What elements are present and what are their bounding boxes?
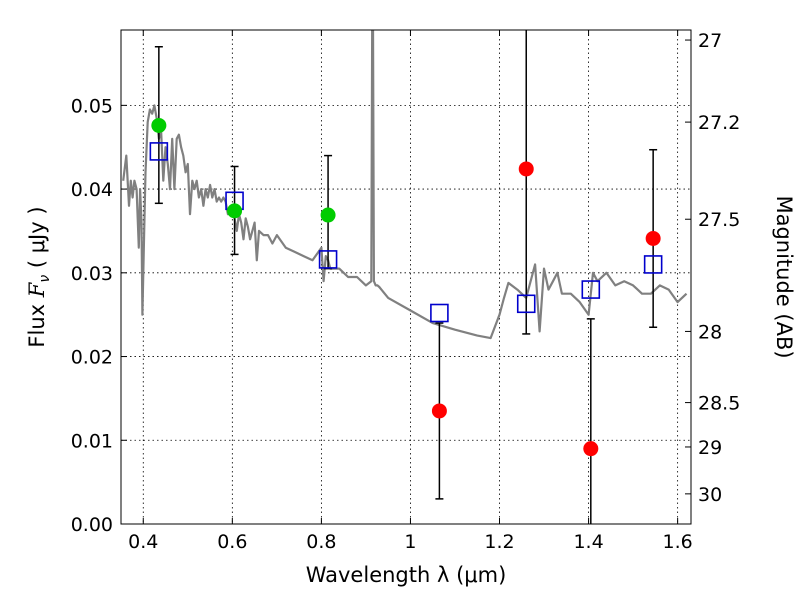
model-square-marker — [581, 280, 601, 299]
y-axis-label: Flux Fν ( μJy ) — [25, 206, 53, 347]
model-square-marker — [318, 250, 338, 269]
y2-tick-label: 27 — [698, 30, 722, 52]
y2-tick-label: 27.2 — [698, 112, 740, 134]
x-tick-label: 1.2 — [484, 531, 514, 553]
grid — [121, 30, 691, 525]
model-square-marker — [643, 255, 663, 274]
errorbar-layer — [149, 30, 663, 524]
y-tick-label: 0.01 — [71, 430, 113, 452]
model-square-marker — [430, 303, 449, 323]
y-tick-label: 0.04 — [71, 179, 113, 201]
plot-frame — [120, 29, 692, 525]
observed-point — [583, 441, 599, 457]
y2-tick-label: 27.5 — [698, 209, 740, 231]
y2-axis: 27 27.2 27.5 28 28.5 29 30 — [685, 30, 740, 506]
observed-point — [431, 403, 447, 419]
model-square-marker — [149, 142, 169, 161]
x-axis-label: Wavelength λ (μm) — [306, 563, 507, 587]
y-tick-label: 0.00 — [71, 514, 113, 536]
observed-point — [645, 230, 661, 246]
x-tick-label: 1 — [404, 531, 416, 553]
template-sed-line — [122, 30, 688, 340]
observed-point — [320, 207, 336, 223]
x-tick-label: 1.4 — [573, 531, 603, 553]
series-layer — [122, 30, 688, 340]
y-axis: 0.00 0.01 0.02 0.03 0.04 0.05 — [71, 95, 127, 536]
y2-tick-label: 28 — [698, 321, 722, 343]
y-tick-label: 0.05 — [71, 95, 113, 117]
plot-area — [121, 30, 691, 524]
x-tick-label: 0.4 — [128, 531, 158, 553]
y2-axis-label: Magnitude (AB) — [772, 195, 796, 358]
x-tick-label: 0.6 — [217, 531, 247, 553]
y-tick-label: 0.03 — [71, 263, 113, 285]
observed-point — [518, 161, 534, 177]
x-tick-label: 1.6 — [663, 531, 693, 553]
y2-tick-label: 29 — [698, 437, 722, 459]
observed-point — [227, 203, 243, 219]
y2-tick-label: 28.5 — [698, 393, 740, 415]
y-tick-label: 0.02 — [71, 347, 113, 369]
observed-point — [151, 117, 167, 133]
x-axis: 0.4 0.6 0.8 1 1.2 1.4 1.6 — [128, 30, 693, 553]
y2-tick-label: 30 — [698, 484, 722, 506]
model-square-marker — [516, 294, 536, 314]
x-tick-label: 0.8 — [306, 531, 336, 553]
